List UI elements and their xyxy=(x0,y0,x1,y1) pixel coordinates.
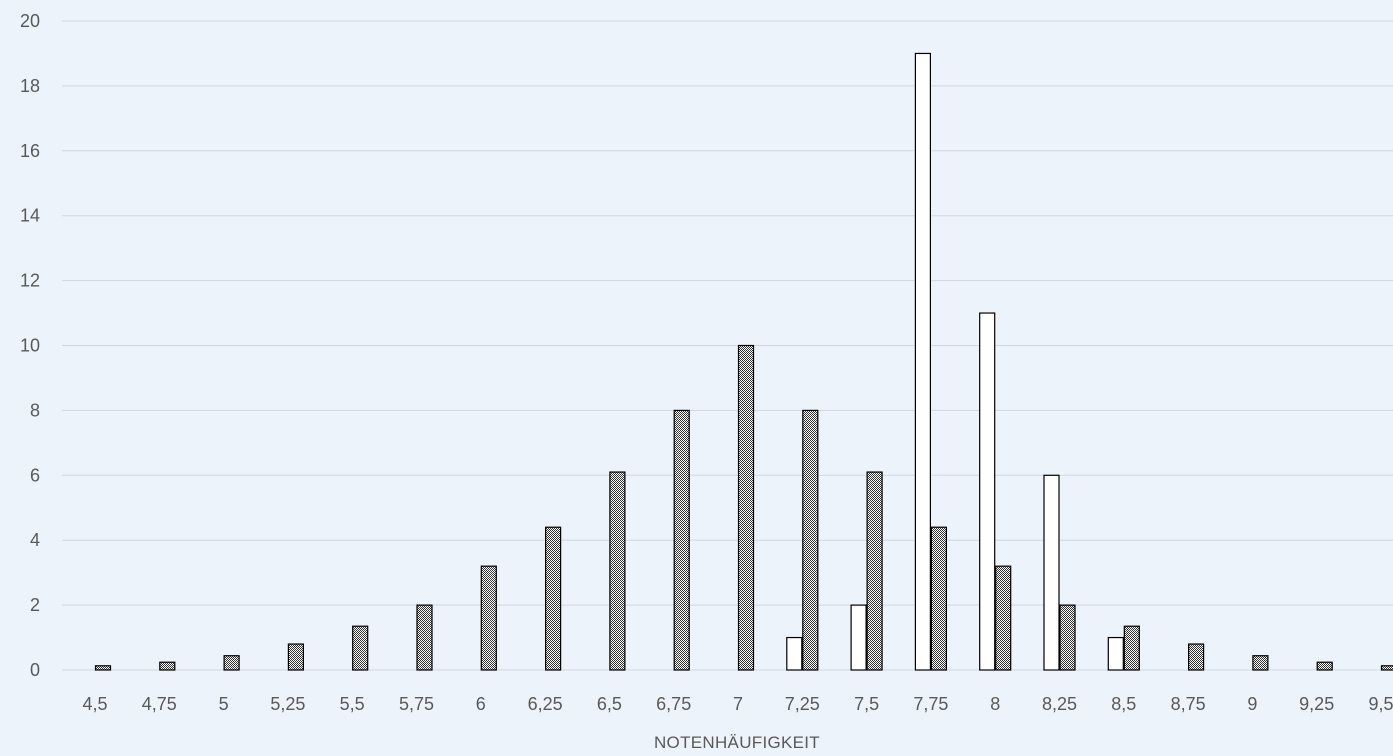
bars xyxy=(94,52,1393,671)
x-tick-label: 6,5 xyxy=(597,694,622,714)
x-tick-label: 8,75 xyxy=(1171,694,1206,714)
y-tick-label: 0 xyxy=(30,660,40,680)
bar-series-2 xyxy=(802,409,819,671)
x-tick-label: 5,75 xyxy=(399,694,434,714)
bar-series-2 xyxy=(1252,655,1269,671)
y-tick-label: 14 xyxy=(20,206,40,226)
bar-series-2 xyxy=(930,526,948,671)
x-tick-label: 7 xyxy=(733,694,743,714)
x-tick-label: 9,5 xyxy=(1368,694,1393,714)
x-tick-label: 9 xyxy=(1247,694,1257,714)
bar-series-2 xyxy=(673,409,690,671)
bar-series-2 xyxy=(1059,604,1076,671)
x-tick-label: 4,5 xyxy=(82,694,107,714)
x-tick-label: 5 xyxy=(219,694,229,714)
y-tick-label: 12 xyxy=(20,271,40,291)
bar-series-2 xyxy=(1187,643,1205,671)
bar-series-2 xyxy=(352,625,369,671)
y-axis-tick-labels: 0 2 4 6 8 10 12 14 16 18 20 xyxy=(20,11,40,680)
bar-series-2 xyxy=(223,655,240,671)
x-axis-tick-labels: 4,5 4,75 5 5,25 5,5 5,75 6 6,25 6,5 6,75 7 7,25 7,5 7… xyxy=(82,694,1393,714)
bar-series-2 xyxy=(94,665,112,671)
x-tick-label: 9,25 xyxy=(1299,694,1334,714)
x-axis-title: NOTENHÄUFIGKEIT xyxy=(654,733,820,752)
bar-series-1 xyxy=(979,312,996,671)
gridlines xyxy=(62,20,1393,671)
x-tick-label: 6 xyxy=(476,694,486,714)
y-tick-label: 18 xyxy=(20,76,40,96)
x-tick-label: 6,75 xyxy=(656,694,691,714)
x-tick-label: 8 xyxy=(990,694,1000,714)
bar-series-2 xyxy=(1380,665,1393,671)
bar-series-1 xyxy=(1107,636,1124,671)
x-tick-label: 4,75 xyxy=(142,694,177,714)
bar-series-2 xyxy=(544,526,562,671)
bar-series-1 xyxy=(850,604,867,671)
bar-series-1 xyxy=(1043,474,1060,671)
x-tick-label: 8,25 xyxy=(1042,694,1077,714)
y-tick-label: 10 xyxy=(20,336,40,356)
bar-series-2 xyxy=(159,661,176,671)
bar-series-2 xyxy=(287,643,304,671)
bar-series-2 xyxy=(1123,625,1140,671)
bar-series-2 xyxy=(737,344,755,671)
bar-series-1 xyxy=(914,52,932,671)
x-tick-label: 7,75 xyxy=(913,694,948,714)
x-tick-label: 5,5 xyxy=(340,694,365,714)
y-tick-label: 20 xyxy=(20,11,40,31)
x-tick-label: 7,25 xyxy=(785,694,820,714)
x-tick-label: 8,5 xyxy=(1111,694,1136,714)
y-tick-label: 8 xyxy=(30,400,40,420)
y-tick-label: 6 xyxy=(30,465,40,485)
y-tick-label: 2 xyxy=(30,595,40,615)
y-tick-label: 4 xyxy=(30,530,40,550)
y-tick-label: 16 xyxy=(20,141,40,161)
bar-series-2 xyxy=(416,604,433,671)
x-tick-label: 5,25 xyxy=(270,694,305,714)
x-tick-label: 6,25 xyxy=(528,694,563,714)
x-tick-label: 7,5 xyxy=(854,694,879,714)
bar-series-1 xyxy=(786,636,803,671)
bar-series-2 xyxy=(480,565,497,671)
bar-series-2 xyxy=(1316,661,1333,671)
bar-series-2 xyxy=(609,471,626,671)
bar-series-2 xyxy=(995,565,1012,671)
bar-series-2 xyxy=(866,471,883,671)
